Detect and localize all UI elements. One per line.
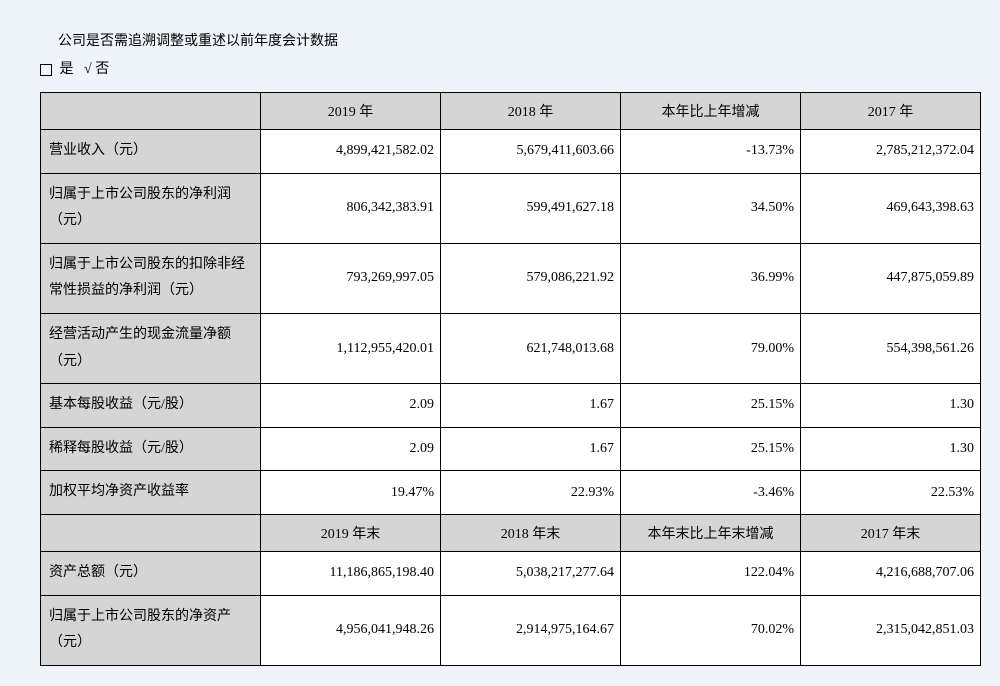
cell-value: 22.93% [441, 471, 621, 515]
cell-value: 554,398,561.26 [801, 313, 981, 383]
column-header: 2018 年 [441, 93, 621, 130]
column-header [41, 514, 261, 551]
row-label: 归属于上市公司股东的净利润（元） [41, 173, 261, 243]
cell-value: 5,038,217,277.64 [441, 551, 621, 595]
column-header: 2017 年末 [801, 514, 981, 551]
checkmark: √ [84, 62, 92, 77]
cell-value: 22.53% [801, 471, 981, 515]
row-label: 基本每股收益（元/股） [41, 384, 261, 428]
choice-line: 是 √ 否 [40, 58, 970, 78]
header-row: 2019 年2018 年本年比上年增减2017 年 [41, 93, 981, 130]
cell-value: 34.50% [621, 173, 801, 243]
row-label: 经营活动产生的现金流量净额（元） [41, 313, 261, 383]
header-row: 2019 年末2018 年末本年末比上年末增减2017 年末 [41, 514, 981, 551]
cell-value: 19.47% [261, 471, 441, 515]
choice-yes-label: 是 [60, 62, 74, 77]
cell-value: 25.15% [621, 384, 801, 428]
cell-value: 469,643,398.63 [801, 173, 981, 243]
cell-value: 79.00% [621, 313, 801, 383]
row-label: 归属于上市公司股东的扣除非经常性损益的净利润（元） [41, 243, 261, 313]
row-label: 营业收入（元） [41, 130, 261, 174]
cell-value: -13.73% [621, 130, 801, 174]
cell-value: 2,315,042,851.03 [801, 595, 981, 665]
table-row: 加权平均净资产收益率19.47%22.93%-3.46%22.53% [41, 471, 981, 515]
column-header: 本年比上年增减 [621, 93, 801, 130]
cell-value: 122.04% [621, 551, 801, 595]
table-row: 基本每股收益（元/股）2.091.6725.15%1.30 [41, 384, 981, 428]
column-header: 2019 年末 [261, 514, 441, 551]
table-row: 营业收入（元）4,899,421,582.025,679,411,603.66-… [41, 130, 981, 174]
table-row: 资产总额（元）11,186,865,198.405,038,217,277.64… [41, 551, 981, 595]
cell-value: 11,186,865,198.40 [261, 551, 441, 595]
column-header: 2017 年 [801, 93, 981, 130]
column-header [41, 93, 261, 130]
cell-value: 2,914,975,164.67 [441, 595, 621, 665]
cell-value: 599,491,627.18 [441, 173, 621, 243]
cell-value: 2.09 [261, 427, 441, 471]
cell-value: 806,342,383.91 [261, 173, 441, 243]
cell-value: 70.02% [621, 595, 801, 665]
column-header: 2019 年 [261, 93, 441, 130]
row-label: 资产总额（元） [41, 551, 261, 595]
cell-value: 4,216,688,707.06 [801, 551, 981, 595]
cell-value: 1.30 [801, 427, 981, 471]
cell-value: 1.67 [441, 384, 621, 428]
cell-value: 2.09 [261, 384, 441, 428]
cell-value: 4,899,421,582.02 [261, 130, 441, 174]
table-row: 归属于上市公司股东的净资产（元）4,956,041,948.262,914,97… [41, 595, 981, 665]
column-header: 2018 年末 [441, 514, 621, 551]
cell-value: 1.30 [801, 384, 981, 428]
intro-text: 公司是否需追溯调整或重述以前年度会计数据 [58, 30, 970, 50]
table-row: 归属于上市公司股东的扣除非经常性损益的净利润（元）793,269,997.055… [41, 243, 981, 313]
cell-value: 2,785,212,372.04 [801, 130, 981, 174]
cell-value: 579,086,221.92 [441, 243, 621, 313]
cell-value: -3.46% [621, 471, 801, 515]
cell-value: 1.67 [441, 427, 621, 471]
choice-no-label: 否 [95, 62, 109, 77]
row-label: 归属于上市公司股东的净资产（元） [41, 595, 261, 665]
checkbox-yes [40, 64, 52, 76]
table-row: 经营活动产生的现金流量净额（元）1,112,955,420.01621,748,… [41, 313, 981, 383]
cell-value: 5,679,411,603.66 [441, 130, 621, 174]
row-label: 加权平均净资产收益率 [41, 471, 261, 515]
cell-value: 25.15% [621, 427, 801, 471]
cell-value: 793,269,997.05 [261, 243, 441, 313]
cell-value: 621,748,013.68 [441, 313, 621, 383]
cell-value: 447,875,059.89 [801, 243, 981, 313]
table-row: 归属于上市公司股东的净利润（元）806,342,383.91599,491,62… [41, 173, 981, 243]
table-row: 稀释每股收益（元/股）2.091.6725.15%1.30 [41, 427, 981, 471]
cell-value: 4,956,041,948.26 [261, 595, 441, 665]
row-label: 稀释每股收益（元/股） [41, 427, 261, 471]
cell-value: 1,112,955,420.01 [261, 313, 441, 383]
column-header: 本年末比上年末增减 [621, 514, 801, 551]
cell-value: 36.99% [621, 243, 801, 313]
financial-table: 2019 年2018 年本年比上年增减2017 年营业收入（元）4,899,42… [40, 92, 981, 666]
